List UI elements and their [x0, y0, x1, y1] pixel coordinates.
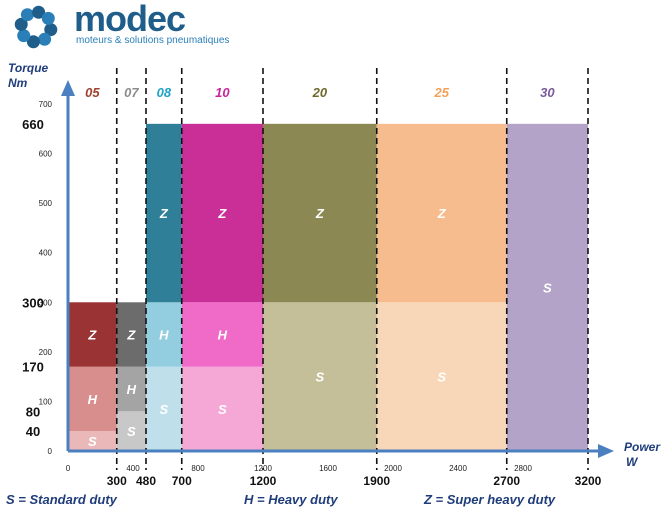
model-label-07: 07: [124, 85, 139, 100]
x-axis-arrow: [598, 444, 614, 458]
region-label-07-H: H: [127, 382, 137, 397]
x-tick-label-major: 2700: [493, 474, 520, 488]
logo-segment: [17, 29, 31, 43]
x-axis-title: W: [626, 455, 639, 469]
x-tick-label-small: 400: [126, 464, 140, 473]
logo-segment: [32, 5, 46, 19]
y-tick-label-small: 600: [39, 150, 53, 159]
legend-super-heavy-duty: Z = Super heavy duty: [424, 492, 556, 507]
region-07-H: [116, 366, 146, 412]
region-08-Z: [146, 123, 182, 303]
region-10-S: [181, 366, 263, 451]
region-08-S: [146, 366, 182, 451]
y-axis-title: Torque: [8, 61, 49, 75]
region-label-08-Z: Z: [159, 206, 169, 221]
region-05-H: [68, 366, 117, 432]
legend-standard-duty: S = Standard duty: [6, 492, 117, 507]
y-tick-label-small: 0: [48, 447, 53, 456]
region-05-S: [68, 431, 117, 451]
region-25-Z: [376, 123, 507, 303]
region-label-05-Z: Z: [87, 328, 97, 343]
region-10-Z: [181, 123, 263, 303]
y-tick-label-major: 660: [22, 117, 44, 132]
brand-name: modec: [74, 0, 186, 39]
model-label-05: 05: [85, 85, 100, 100]
x-tick-label-small: 2400: [449, 464, 467, 473]
x-tick-label-major: 480: [136, 474, 156, 488]
x-tick-label-small: 800: [191, 464, 205, 473]
y-tick-label-major: 170: [22, 360, 44, 375]
y-axis-title: Nm: [8, 76, 28, 90]
x-tick-label-small: 2000: [384, 464, 402, 473]
x-tick-label-major: 700: [172, 474, 192, 488]
model-label-25: 25: [434, 85, 450, 100]
legend-heavy-duty: H = Heavy duty: [244, 492, 338, 507]
y-tick-label-small: 200: [39, 348, 53, 357]
region-20-Z: [263, 123, 377, 303]
x-tick-label-major: 3200: [575, 474, 602, 488]
region-label-05-H: H: [88, 392, 98, 407]
region-07-S: [116, 411, 146, 451]
region-label-30-S: S: [543, 280, 552, 295]
region-label-07-S: S: [127, 424, 136, 439]
region-10-H: [181, 302, 263, 367]
region-label-10-S: S: [218, 402, 227, 417]
logo-segment: [20, 8, 34, 22]
x-tick-label-small: 1600: [319, 464, 337, 473]
region-label-05-S: S: [88, 434, 97, 449]
logo-segment: [26, 35, 40, 49]
x-tick-label-major: 300: [107, 474, 127, 488]
region-label-08-S: S: [160, 402, 169, 417]
model-label-30: 30: [540, 85, 555, 100]
model-label-08: 08: [157, 85, 172, 100]
region-label-20-S: S: [316, 370, 325, 385]
x-tick-label-small: 0: [66, 464, 71, 473]
x-tick-label-small: 1200: [254, 464, 272, 473]
x-axis-title: Power: [624, 440, 661, 454]
y-tick-label-small: 500: [39, 199, 53, 208]
region-label-07-Z: Z: [126, 328, 136, 343]
x-tick-label-major: 1200: [250, 474, 277, 488]
y-tick-label-major: 300: [22, 295, 44, 310]
region-label-10-Z: Z: [217, 206, 227, 221]
region-label-10-H: H: [218, 328, 228, 343]
y-tick-label-major: 80: [26, 404, 40, 419]
region-25-S: [376, 302, 507, 451]
region-20-S: [263, 302, 377, 451]
model-label-20: 20: [312, 85, 328, 100]
logo-segment: [41, 11, 55, 25]
y-tick-label-small: 400: [39, 249, 53, 258]
brand-tagline: moteurs & solutions pneumatiques: [76, 35, 230, 46]
model-label-10: 10: [215, 85, 230, 100]
y-tick-label-small: 300: [39, 298, 53, 307]
region-08-H: [146, 302, 182, 367]
region-30-S: [506, 123, 588, 451]
region-label-08-H: H: [159, 328, 169, 343]
logo-segment: [38, 32, 52, 46]
modec-logo-icon: [14, 5, 58, 49]
region-label-20-Z: Z: [315, 206, 325, 221]
region-label-25-S: S: [437, 370, 446, 385]
x-tick-label-major: 1900: [363, 474, 390, 488]
y-tick-label-small: 100: [39, 397, 53, 406]
y-tick-label-major: 40: [26, 424, 40, 439]
y-tick-label-small: 700: [39, 100, 53, 109]
y-axis-arrow: [61, 80, 75, 96]
logo-segment: [14, 17, 28, 31]
logo-segment: [44, 23, 58, 37]
x-tick-label-small: 2800: [514, 464, 532, 473]
region-label-25-Z: Z: [437, 206, 447, 221]
region-05-Z: [68, 302, 117, 367]
region-07-Z: [116, 302, 146, 367]
